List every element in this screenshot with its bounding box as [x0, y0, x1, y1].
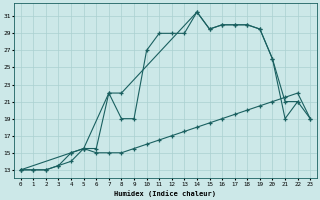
- X-axis label: Humidex (Indice chaleur): Humidex (Indice chaleur): [115, 190, 217, 197]
